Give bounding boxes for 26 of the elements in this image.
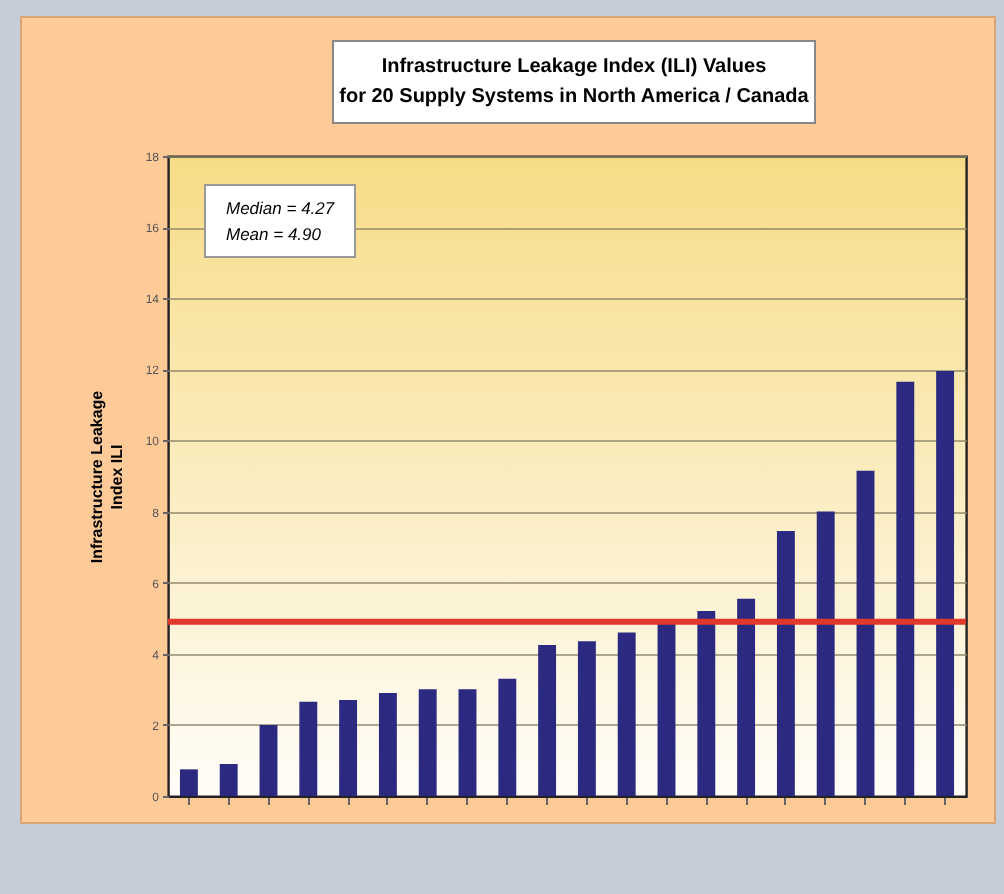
bar bbox=[299, 701, 318, 796]
bar bbox=[737, 598, 756, 796]
bar bbox=[219, 764, 238, 796]
y-axis-title: Infrastructure Leakage Index ILI bbox=[87, 389, 126, 564]
text-box: Median = 4.27 Mean = 4.90 bbox=[204, 184, 357, 258]
bar bbox=[697, 611, 716, 796]
bar bbox=[936, 371, 955, 796]
bar bbox=[776, 531, 795, 796]
bar bbox=[896, 381, 915, 796]
bar bbox=[617, 632, 636, 796]
bar bbox=[339, 700, 358, 796]
bar bbox=[538, 644, 557, 796]
annotation: Mean = 4.90 bbox=[226, 222, 323, 248]
chart-subtitle: for 20 Supply Systems in North America / Canada bbox=[337, 84, 811, 112]
bar bbox=[856, 470, 875, 796]
bar bbox=[657, 621, 676, 796]
chart-title: Infrastructure Leakage Index (ILI) Values bbox=[379, 54, 769, 82]
bar bbox=[577, 641, 596, 796]
bar bbox=[458, 689, 477, 796]
bar bbox=[378, 692, 397, 796]
bar bbox=[418, 689, 437, 796]
annotation: Median = 4.27 bbox=[226, 196, 335, 222]
bar bbox=[259, 724, 278, 796]
bar bbox=[498, 678, 517, 796]
bar bbox=[816, 511, 835, 796]
bar bbox=[179, 769, 198, 796]
